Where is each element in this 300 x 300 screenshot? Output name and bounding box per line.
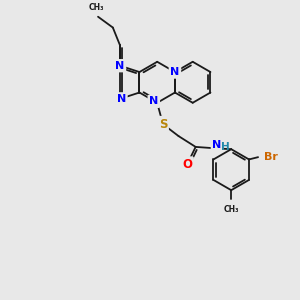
Text: S: S	[159, 118, 167, 130]
Text: N: N	[212, 140, 222, 150]
Text: N: N	[149, 96, 158, 106]
Text: CH₃: CH₃	[224, 205, 239, 214]
Text: N: N	[170, 67, 180, 77]
Text: O: O	[182, 158, 192, 171]
Text: Br: Br	[264, 152, 278, 162]
Text: CH₃: CH₃	[89, 3, 104, 12]
Text: N: N	[115, 61, 124, 71]
Text: H: H	[221, 142, 230, 152]
Text: N: N	[117, 94, 126, 104]
